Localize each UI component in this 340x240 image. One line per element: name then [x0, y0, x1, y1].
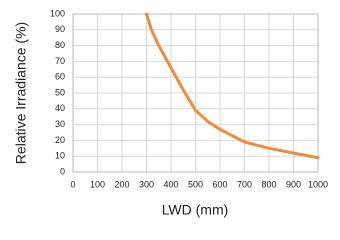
plot-frame: [72, 13, 319, 173]
x-tick-label: 500: [188, 179, 203, 189]
y-tick-label: 70: [55, 56, 65, 66]
y-tick-label: 30: [55, 119, 65, 129]
x-tick-label: 400: [163, 179, 178, 189]
y-tick-label: 90: [55, 24, 65, 34]
x-tick-label: 600: [212, 179, 227, 189]
x-tick-label: 900: [286, 179, 301, 189]
x-tick-label: 0: [70, 179, 75, 189]
y-axis-label: Relative Irradiance (%): [13, 22, 29, 164]
y-tick-label: 50: [55, 87, 65, 97]
x-tick-label: 1000: [308, 179, 328, 189]
y-tick-label: 60: [55, 72, 65, 82]
y-tick-label: 80: [55, 40, 65, 50]
y-tick-label: 100: [50, 8, 65, 18]
y-tick-label: 10: [55, 151, 65, 161]
y-tick-label: 0: [60, 166, 65, 176]
x-tick-label: 300: [139, 179, 154, 189]
x-tick-label: 700: [237, 179, 252, 189]
y-tick-label: 40: [55, 103, 65, 113]
line: [145, 12, 320, 160]
x-tick-label: 200: [114, 179, 129, 189]
x-axis-label: LWD (mm): [162, 202, 229, 218]
x-tick-label: 100: [90, 179, 105, 189]
y-tick-label: 20: [55, 135, 65, 145]
chart: LWD (mm) Relative Irradiance (%) 0 10 20 30…: [13, 8, 328, 218]
x-tick-label: 800: [261, 179, 276, 189]
